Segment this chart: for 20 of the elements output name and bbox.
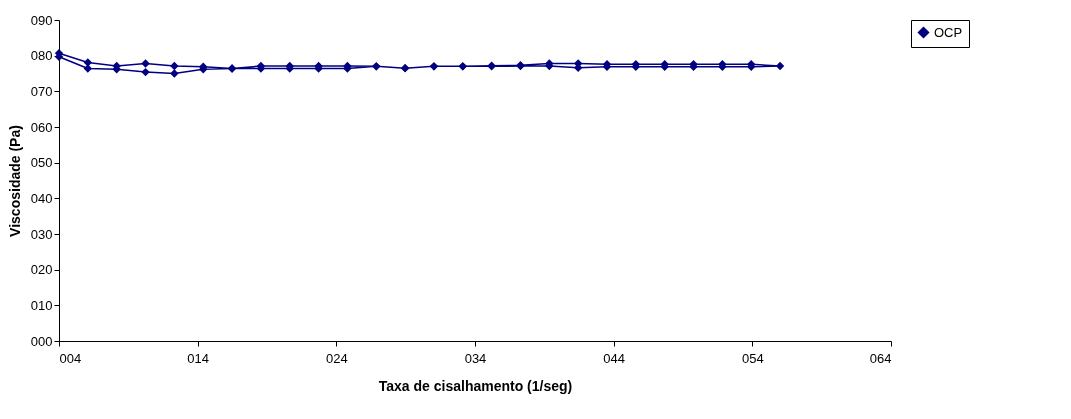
y-tick-label: 020 bbox=[30, 262, 53, 278]
x-tick-label: 044 bbox=[603, 350, 626, 366]
x-tick-label: 024 bbox=[325, 350, 348, 366]
x-tick-label: 054 bbox=[741, 350, 764, 366]
y-tick-label: 040 bbox=[30, 190, 53, 206]
y-tick-label: 010 bbox=[30, 297, 53, 313]
y-axis-title: Viscosidade (Pa) bbox=[6, 125, 23, 237]
x-axis-title: Taxa de cisalhamento (1/seg) bbox=[378, 377, 573, 394]
y-tick-label: 070 bbox=[30, 83, 53, 99]
legend-label: OCP bbox=[934, 24, 963, 40]
y-tick-label: 000 bbox=[30, 333, 53, 349]
x-tick-label: 064 bbox=[869, 350, 892, 366]
x-tick-label: 034 bbox=[464, 350, 487, 366]
y-tick-label: 050 bbox=[30, 155, 53, 171]
y-tick-label: 030 bbox=[30, 226, 53, 242]
y-tick-label: 090 bbox=[30, 12, 53, 28]
x-tick-label: 014 bbox=[187, 350, 210, 366]
y-tick-label: 080 bbox=[30, 48, 53, 64]
x-tick-label: 004 bbox=[59, 350, 82, 366]
y-tick-label: 060 bbox=[30, 119, 53, 135]
